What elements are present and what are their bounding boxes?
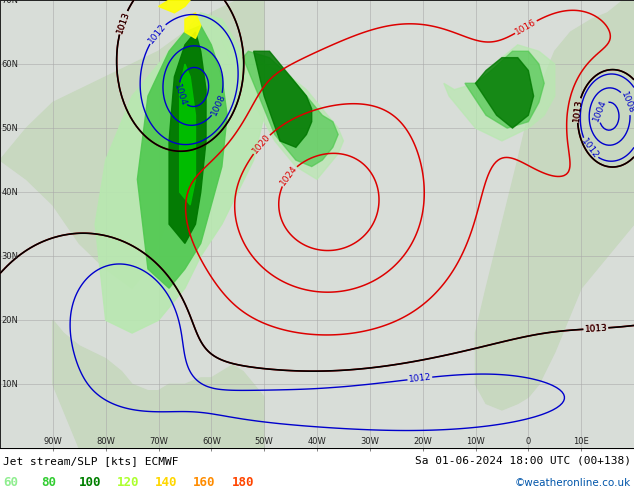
Text: 60N: 60N (2, 60, 18, 69)
Text: 1013: 1013 (573, 98, 584, 122)
Text: 1020: 1020 (250, 133, 272, 156)
Text: ©weatheronline.co.uk: ©weatheronline.co.uk (515, 477, 631, 488)
Text: 10W: 10W (466, 437, 485, 446)
Text: 1004: 1004 (592, 98, 609, 122)
Text: 1013: 1013 (584, 323, 607, 334)
Text: 20N: 20N (2, 316, 18, 325)
Text: 1013: 1013 (115, 10, 131, 35)
Text: 1013: 1013 (584, 323, 607, 334)
Text: 1013: 1013 (115, 10, 131, 35)
Text: 70N: 70N (2, 0, 18, 4)
Text: 90W: 90W (44, 437, 62, 446)
Text: 30N: 30N (2, 252, 18, 261)
Polygon shape (444, 45, 555, 141)
Text: 180: 180 (231, 476, 254, 489)
Text: 1004: 1004 (172, 82, 188, 107)
Text: 50W: 50W (255, 437, 273, 446)
Text: 120: 120 (117, 476, 139, 489)
Text: 1012: 1012 (408, 373, 432, 384)
Text: 20W: 20W (413, 437, 432, 446)
Text: 0: 0 (526, 437, 531, 446)
Polygon shape (95, 13, 264, 333)
Polygon shape (254, 51, 312, 147)
Polygon shape (169, 32, 206, 244)
Text: 80W: 80W (96, 437, 115, 446)
Polygon shape (158, 0, 190, 13)
Text: 40W: 40W (307, 437, 327, 446)
Polygon shape (138, 25, 227, 288)
Polygon shape (53, 320, 264, 448)
Text: 10N: 10N (2, 380, 18, 389)
Text: 1012: 1012 (146, 22, 167, 46)
Text: 70W: 70W (149, 437, 168, 446)
Text: 40N: 40N (2, 188, 18, 196)
Text: 10E: 10E (573, 437, 589, 446)
Polygon shape (222, 38, 344, 179)
Text: 160: 160 (193, 476, 216, 489)
Polygon shape (476, 0, 634, 410)
Text: 1024: 1024 (278, 164, 299, 188)
Text: 30W: 30W (360, 437, 379, 446)
Polygon shape (185, 13, 201, 38)
Text: 1008: 1008 (209, 93, 228, 117)
Polygon shape (243, 51, 338, 167)
Polygon shape (0, 0, 264, 288)
Text: 50N: 50N (2, 123, 18, 133)
Text: 140: 140 (155, 476, 178, 489)
Text: 80: 80 (41, 476, 56, 489)
Polygon shape (465, 51, 544, 128)
Text: 1016: 1016 (514, 18, 538, 37)
Text: 60W: 60W (202, 437, 221, 446)
Text: Sa 01-06-2024 18:00 UTC (00+138): Sa 01-06-2024 18:00 UTC (00+138) (415, 456, 631, 466)
Text: 100: 100 (79, 476, 101, 489)
Text: Jet stream/SLP [kts] ECMWF: Jet stream/SLP [kts] ECMWF (3, 456, 179, 466)
Polygon shape (106, 397, 264, 480)
Polygon shape (179, 64, 195, 205)
Text: 1012: 1012 (579, 137, 600, 161)
Polygon shape (476, 58, 534, 128)
Text: 60: 60 (3, 476, 18, 489)
Text: 1008: 1008 (619, 91, 634, 115)
Text: 1013: 1013 (573, 98, 584, 122)
